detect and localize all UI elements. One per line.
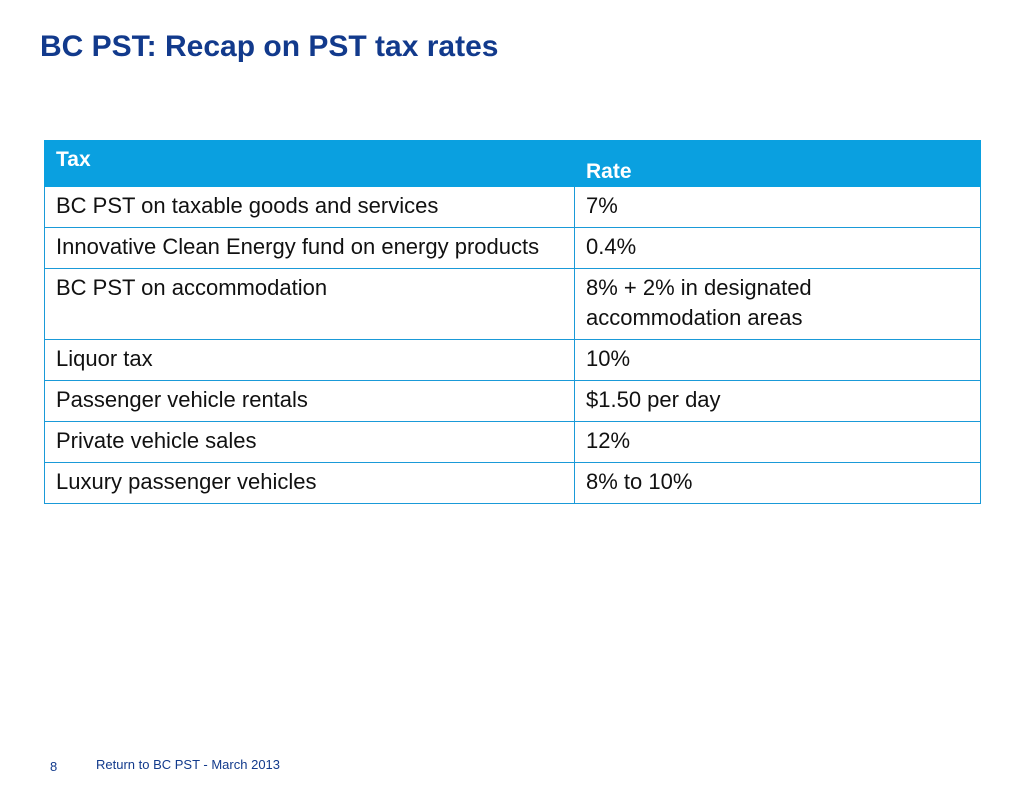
tax-cell: Luxury passenger vehicles [44,462,575,504]
tax-cell: BC PST on accommodation [44,268,575,340]
tax-cell: BC PST on taxable goods and services [44,186,575,228]
table-row: BC PST on accommodation 8% + 2% in desig… [44,268,981,340]
tax-rates-table: Tax Rate BC PST on taxable goods and ser… [44,140,981,504]
tax-cell: Liquor tax [44,339,575,381]
table-row: Luxury passenger vehicles 8% to 10% [44,462,981,504]
table-header-row: Tax Rate [44,140,981,187]
page-number: 8 [50,759,58,774]
table-row: Passenger vehicle rentals $1.50 per day [44,380,981,422]
header-rate: Rate [574,140,981,187]
rate-cell: $1.50 per day [574,380,981,422]
rate-cell: 0.4% [574,227,981,269]
header-tax: Tax [44,140,575,187]
rate-cell: 7% [574,186,981,228]
table-row: BC PST on taxable goods and services 7% [44,186,981,228]
rate-cell: 12% [574,421,981,463]
table-row: Innovative Clean Energy fund on energy p… [44,227,981,269]
slide-title: BC PST: Recap on PST tax rates [40,30,499,63]
rate-cell: 8% to 10% [574,462,981,504]
tax-cell: Private vehicle sales [44,421,575,463]
footer-text: Return to BC PST - March 2013 [96,757,281,772]
table-row: Liquor tax 10% [44,339,981,381]
rate-cell: 8% + 2% in designated accommodation area… [574,268,981,340]
tax-cell: Innovative Clean Energy fund on energy p… [44,227,575,269]
rate-cell: 10% [574,339,981,381]
table-row: Private vehicle sales 12% [44,421,981,463]
tax-cell: Passenger vehicle rentals [44,380,575,422]
